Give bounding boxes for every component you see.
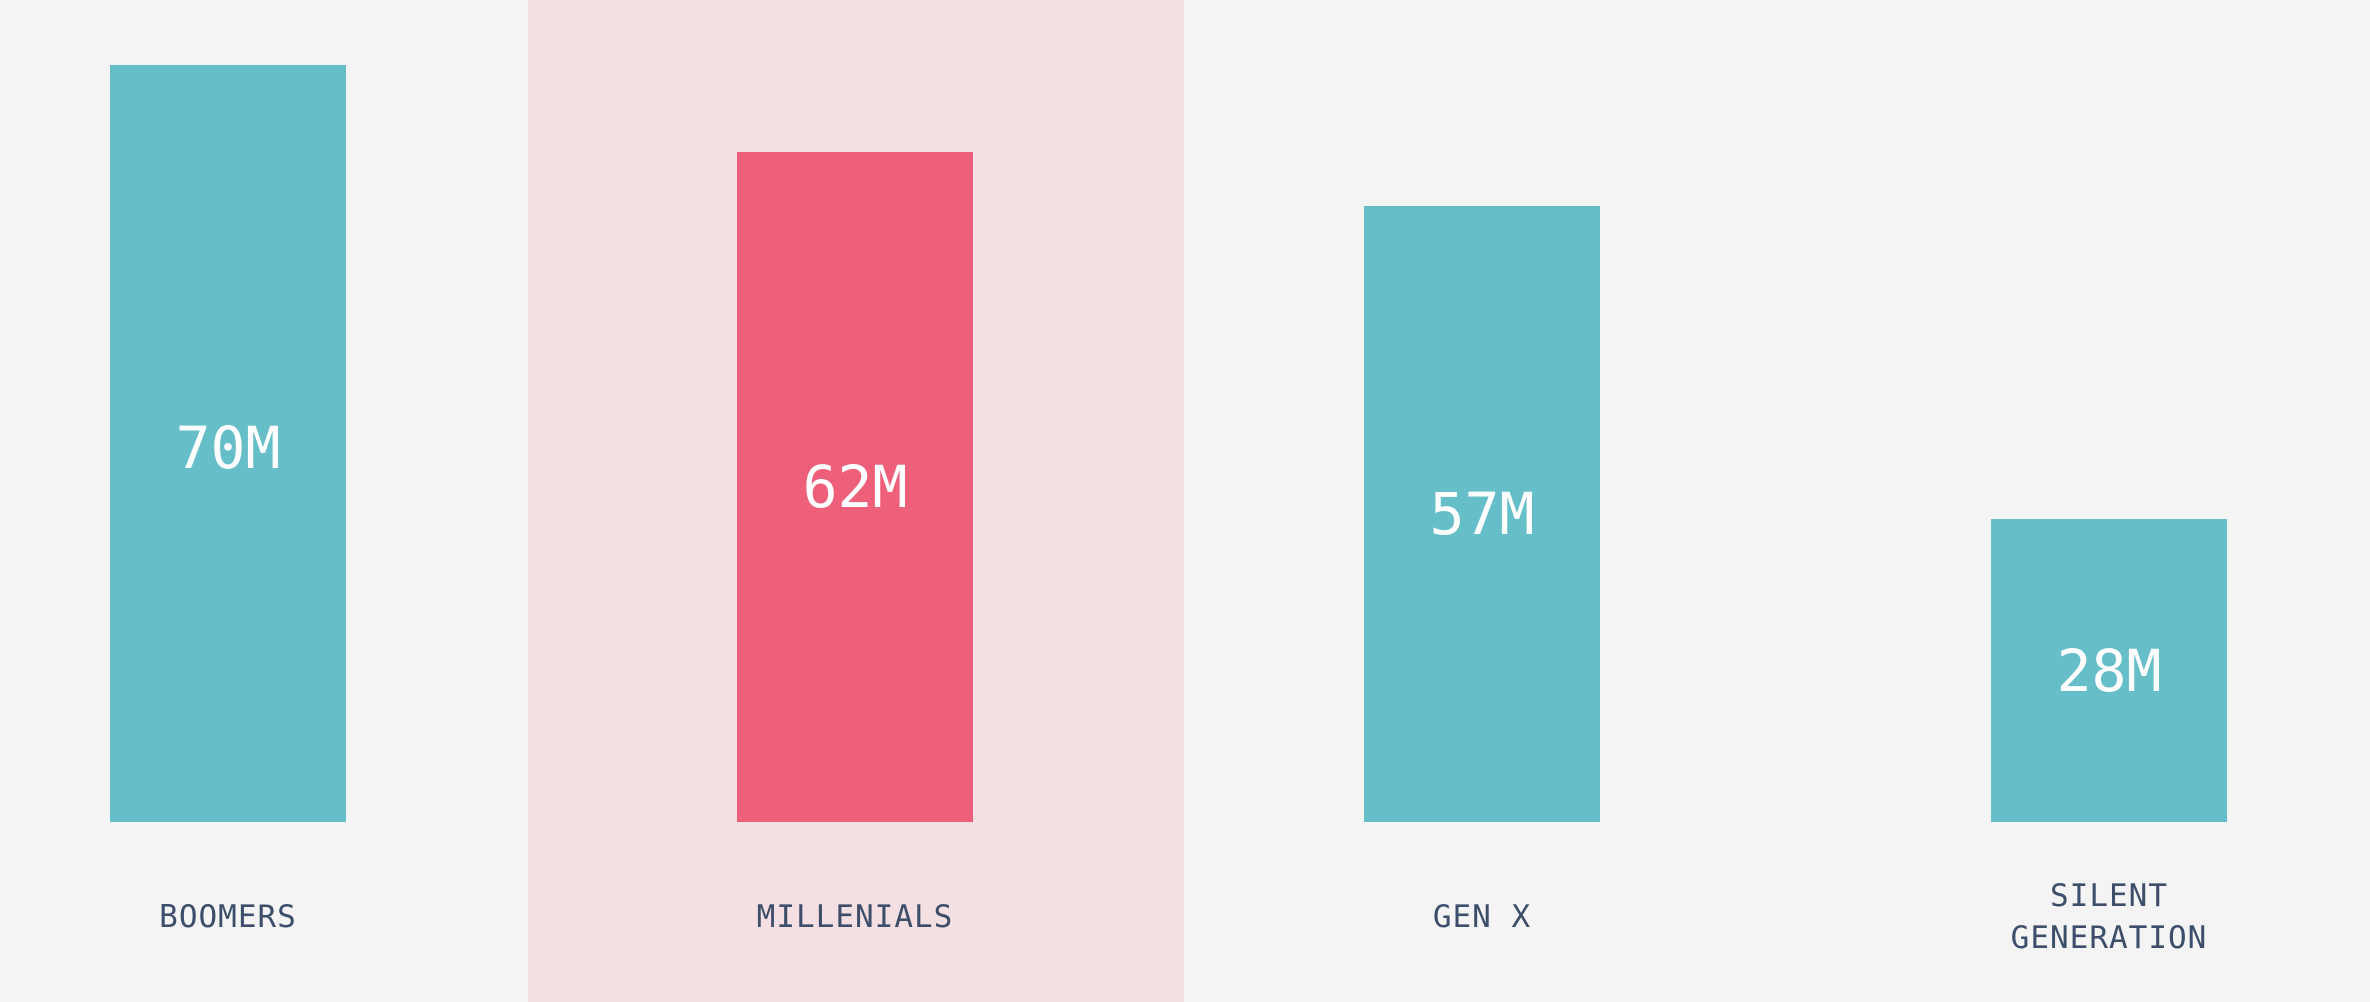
value-label-3: 28M <box>2056 636 2162 705</box>
bar-2 <box>1364 205 1600 822</box>
value-label-2: 57M <box>1429 479 1535 548</box>
bar-3 <box>1991 519 2227 822</box>
category-label-3: SILENT GENERATION <box>2010 878 2208 956</box>
category-label-2: GEN X <box>1432 899 1532 935</box>
category-label-0: BOOMERS <box>159 899 297 935</box>
bar-0 <box>110 65 346 822</box>
category-label-1: MILLENIALS <box>756 899 954 935</box>
value-label-0: 70M <box>175 414 281 482</box>
bar-1 <box>737 151 973 822</box>
value-label-1: 62M <box>802 452 908 521</box>
